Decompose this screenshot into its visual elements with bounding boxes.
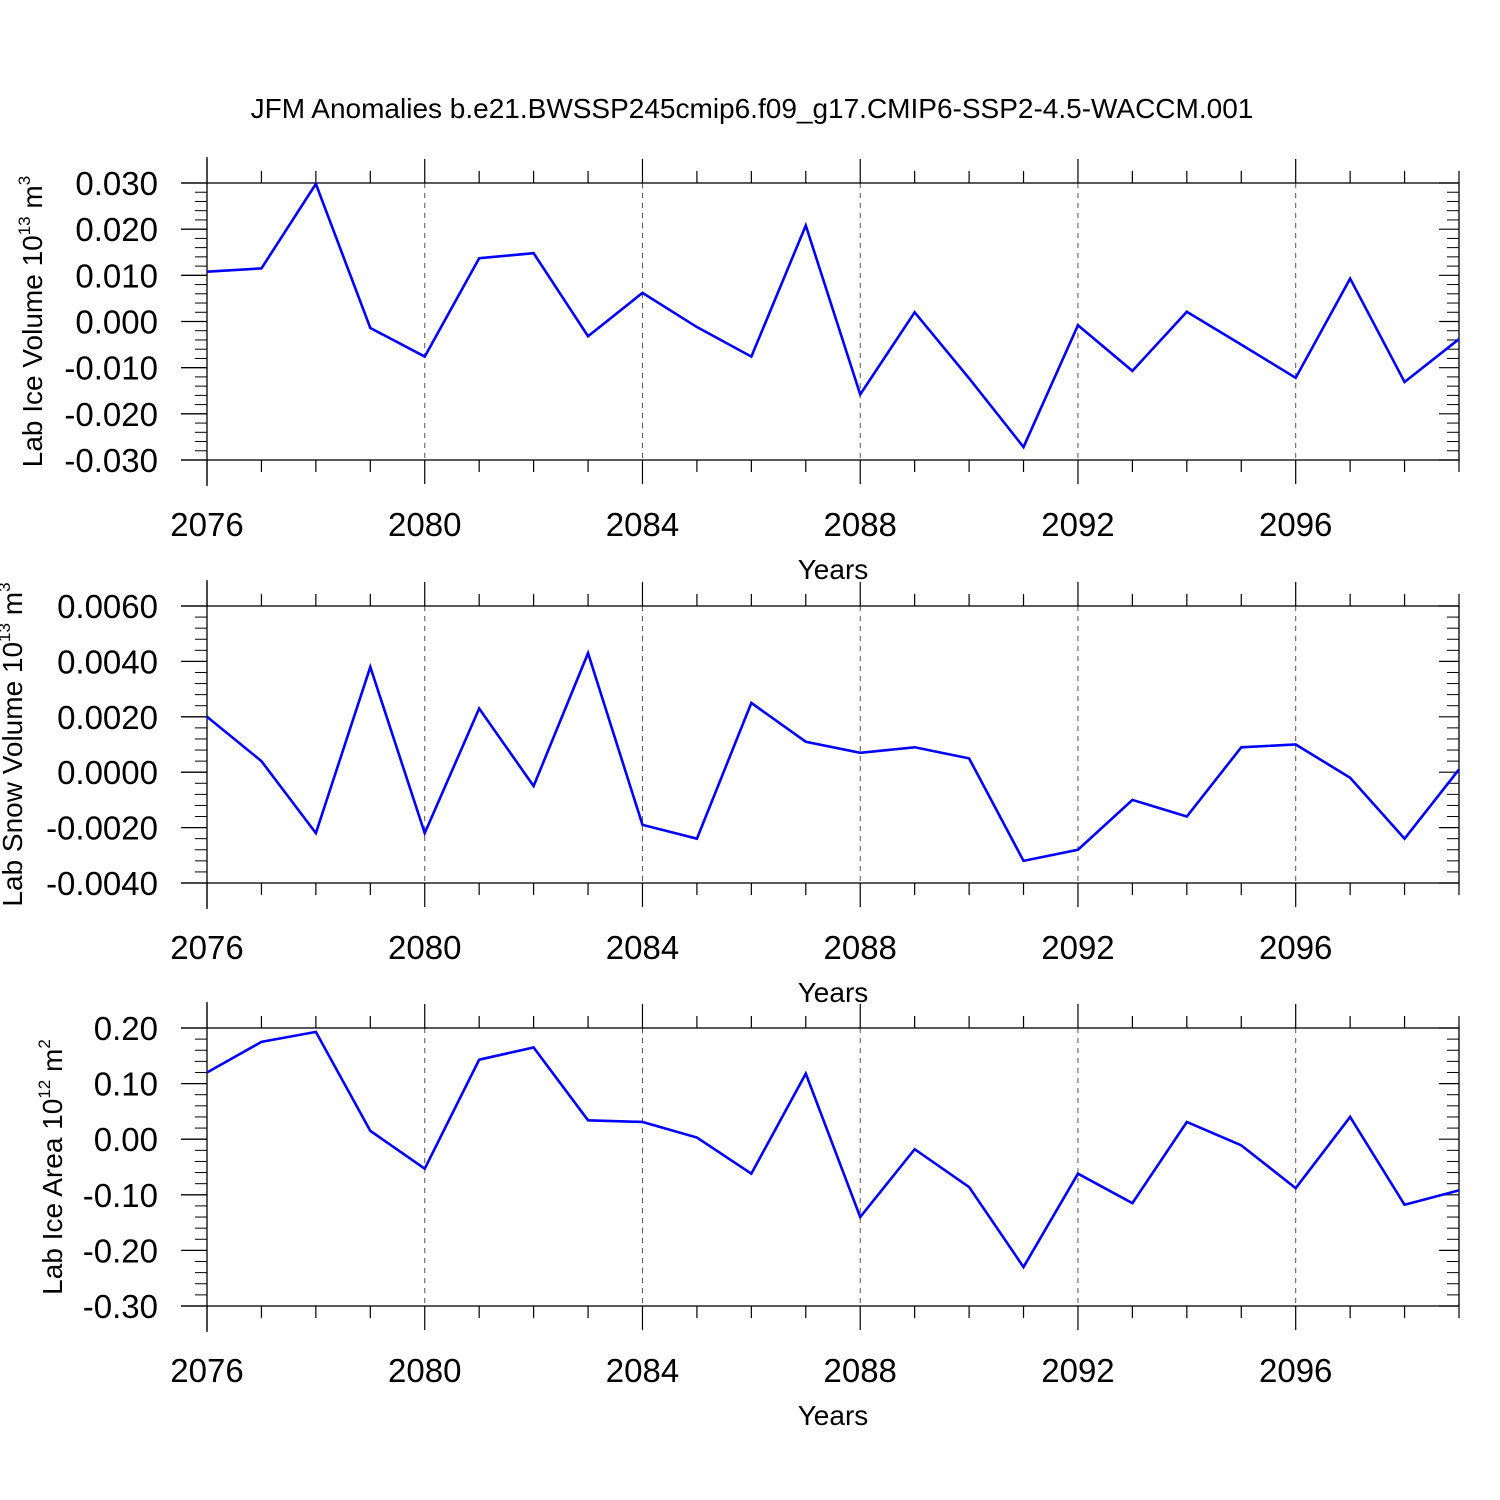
x-axis-label: Years [798, 554, 869, 585]
y-axis-label: Lab Ice Volume 1013 m3 [15, 176, 48, 467]
y-axis-label-part: m [37, 1049, 68, 1080]
x-tick-label: 2084 [606, 506, 679, 543]
x-tick-label: 2076 [170, 1352, 243, 1389]
y-tick-label: -0.20 [83, 1232, 158, 1269]
x-tick-label: 2076 [170, 506, 243, 543]
y-tick-label: 0.10 [94, 1066, 158, 1103]
x-tick-label: 2088 [824, 929, 897, 966]
figure-title: JFM Anomalies b.e21.BWSSP245cmip6.f09_g1… [251, 93, 1254, 124]
y-tick-label: -0.030 [64, 442, 158, 479]
x-tick-label: 2088 [824, 506, 897, 543]
y-axis-label-part: Lab Ice Volume 10 [17, 235, 48, 467]
y-axis-label-part: 12 [35, 1080, 54, 1099]
y-axis-label: Lab Ice Area 1012 m2 [35, 1039, 68, 1295]
y-tick-label: 0.0020 [57, 699, 158, 736]
plot-frame [206, 1027, 1460, 1307]
plot-frame [206, 182, 1460, 461]
x-tick-label: 2076 [170, 929, 243, 966]
y-tick-label: -0.0020 [46, 810, 158, 847]
x-tick-label: 2092 [1041, 506, 1114, 543]
y-tick-label: -0.0040 [46, 865, 158, 902]
y-tick-label: -0.010 [64, 350, 158, 387]
x-tick-label: 2096 [1259, 506, 1332, 543]
y-axis-label-part: 2 [35, 1039, 54, 1048]
x-tick-label: 2096 [1259, 1352, 1332, 1389]
chart-panel-2: -0.0040 -0.0020 0.0000 0.0020 0.0040 0.0060 20… [0, 580, 1461, 1008]
x-tick-label: 2080 [388, 1352, 461, 1389]
y-axis-label-part: 13 [0, 623, 14, 642]
y-tick-label: -0.020 [64, 396, 158, 433]
x-tick-label: 2096 [1259, 929, 1332, 966]
y-tick-label: 0.0000 [57, 754, 158, 791]
y-tick-label: 0.20 [94, 1010, 158, 1047]
x-tick-label: 2084 [606, 1352, 679, 1389]
y-axis-label-part: Lab Ice Area 10 [37, 1099, 68, 1295]
x-axis-label: Years [798, 977, 869, 1008]
y-axis-label-part: 3 [15, 176, 34, 185]
y-tick-label: 0.020 [75, 211, 158, 248]
y-axis-label-part: m [0, 592, 28, 623]
chart-panel-1: -0.030 -0.020 -0.010 0.000 0.010 0.020 0.030 20… [15, 157, 1460, 585]
y-axis-label: Lab Snow Volume 1013 m3 [0, 582, 28, 906]
y-axis-label-part: m [17, 185, 48, 216]
y-tick-label: 0.00 [94, 1121, 158, 1158]
x-axis-label: Years [798, 1400, 869, 1431]
x-tick-label: 2084 [606, 929, 679, 966]
y-tick-label: 0.0040 [57, 643, 158, 680]
y-tick-label: 0.030 [75, 165, 158, 202]
x-tick-label: 2092 [1041, 929, 1114, 966]
y-tick-label: 0.000 [75, 304, 158, 341]
y-axis-label-part: Lab Snow Volume 10 [0, 642, 28, 907]
x-tick-label: 2080 [388, 506, 461, 543]
y-axis-label-part: 13 [15, 216, 34, 235]
x-tick-label: 2080 [388, 929, 461, 966]
plot-frame [206, 605, 1460, 884]
y-tick-label: -0.30 [83, 1288, 158, 1325]
y-tick-label: 0.0060 [57, 588, 158, 625]
y-axis-label-part: 3 [0, 582, 14, 591]
chart-panel-3: -0.30 -0.20 -0.10 0.00 0.10 0.20 2076 2080 2084 2… [35, 1002, 1460, 1431]
series-line-1 [206, 181, 1460, 450]
y-tick-label: 0.010 [75, 257, 158, 294]
x-tick-label: 2092 [1041, 1352, 1114, 1389]
x-tick-label: 2088 [824, 1352, 897, 1389]
series-line-1 [206, 1030, 1460, 1270]
y-tick-label: -0.10 [83, 1177, 158, 1214]
series-line-1 [206, 649, 1461, 863]
